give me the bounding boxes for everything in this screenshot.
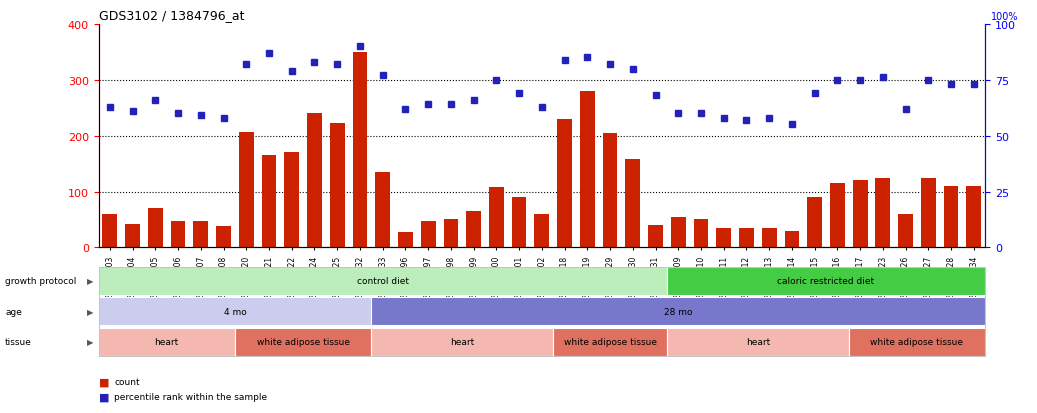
Text: age: age <box>5 307 22 316</box>
Text: caloric restricted diet: caloric restricted diet <box>778 277 874 286</box>
Bar <box>898 214 913 248</box>
Text: control diet: control diet <box>357 277 409 286</box>
Bar <box>807 197 822 248</box>
Bar <box>557 120 572 248</box>
Bar <box>830 184 845 248</box>
Bar <box>785 231 800 248</box>
Bar <box>148 209 163 248</box>
Bar <box>353 52 367 248</box>
Bar <box>375 173 390 248</box>
Bar <box>103 214 117 248</box>
Text: ▶: ▶ <box>87 277 93 286</box>
Bar <box>580 92 594 248</box>
Text: ■: ■ <box>99 377 109 387</box>
Text: 100%: 100% <box>990 12 1018 22</box>
Bar <box>421 221 436 248</box>
Bar <box>739 228 754 248</box>
Bar <box>489 188 504 248</box>
Text: white adipose tissue: white adipose tissue <box>870 337 963 347</box>
Bar <box>602 133 617 248</box>
Bar <box>398 232 413 248</box>
Text: heart: heart <box>450 337 474 347</box>
Bar <box>944 187 958 248</box>
Bar <box>694 220 708 248</box>
Text: percentile rank within the sample: percentile rank within the sample <box>114 392 268 401</box>
Bar <box>330 124 344 248</box>
Text: 4 mo: 4 mo <box>224 307 247 316</box>
Text: growth protocol: growth protocol <box>5 277 77 286</box>
Bar <box>216 227 231 248</box>
Bar <box>171 222 186 248</box>
Bar <box>717 228 731 248</box>
Bar <box>444 220 458 248</box>
Bar <box>875 178 890 248</box>
Text: tissue: tissue <box>5 337 32 347</box>
Text: ▶: ▶ <box>87 337 93 347</box>
Bar <box>966 187 981 248</box>
Bar <box>467 211 481 248</box>
Bar <box>625 160 640 248</box>
Text: count: count <box>114 377 140 387</box>
Bar <box>648 225 663 248</box>
Text: GDS3102 / 1384796_at: GDS3102 / 1384796_at <box>99 9 244 22</box>
Bar <box>921 178 935 248</box>
Bar <box>284 153 299 248</box>
Bar <box>534 214 550 248</box>
Bar <box>762 228 777 248</box>
Bar <box>261 156 277 248</box>
Text: 28 mo: 28 mo <box>664 307 693 316</box>
Bar <box>194 222 208 248</box>
Bar <box>125 224 140 248</box>
Bar <box>671 217 685 248</box>
Text: heart: heart <box>155 337 178 347</box>
Text: white adipose tissue: white adipose tissue <box>256 337 349 347</box>
Text: heart: heart <box>746 337 769 347</box>
Bar <box>307 114 321 248</box>
Text: ■: ■ <box>99 392 109 401</box>
Text: ▶: ▶ <box>87 307 93 316</box>
Text: white adipose tissue: white adipose tissue <box>563 337 656 347</box>
Bar <box>239 133 254 248</box>
Bar <box>852 181 868 248</box>
Bar <box>511 197 527 248</box>
